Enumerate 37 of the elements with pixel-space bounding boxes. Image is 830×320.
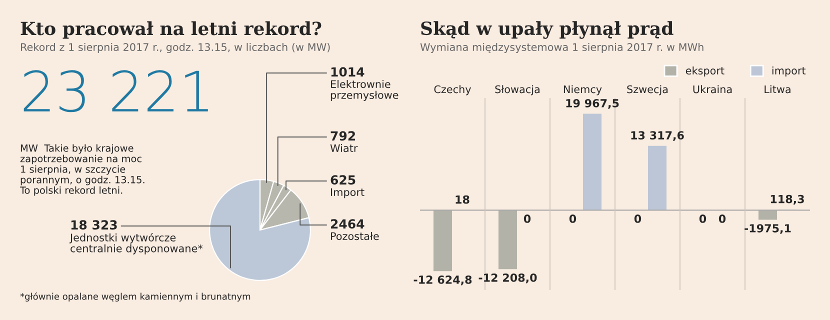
data-label: 625 xyxy=(330,175,356,185)
slice-label: Jednostki wytwórcze centralnie dysponowane* xyxy=(69,233,203,254)
slice-label: Elektrownie przemysłowe xyxy=(330,80,398,101)
data-label: 1014 xyxy=(331,67,364,77)
data-label: 19 967,5 xyxy=(566,99,619,109)
slice-label: Import xyxy=(331,188,364,198)
text: MW Takie było krajowe zapotrzebowanie na moc 1 sierpnia, w szczycie porannym, o godz. 13.15. To polski rekord letni. xyxy=(20,144,144,196)
data-label: 0 xyxy=(524,214,531,223)
data-label: 18 xyxy=(456,195,470,204)
text: 23 221 xyxy=(24,70,208,112)
data-label: 2464 xyxy=(330,219,364,229)
chart-subtitle: Rekord z 1 sierpnia 2017 r., godz. 13.15, w liczbach (w MW) xyxy=(21,42,330,54)
data-label: 13 317,6 xyxy=(631,131,684,141)
chart-title: Skąd w upały płynął prąd xyxy=(421,21,674,39)
slice-label: Wiatr xyxy=(330,144,358,152)
text: *głównie opalane węglem kamiennym i brunatnym xyxy=(20,292,250,302)
chart-title: Kto pracował na letni rekord? xyxy=(20,21,322,39)
data-label: -12 208,0 xyxy=(478,273,537,284)
slice-label: Pozostałe xyxy=(331,232,379,240)
legend-label: import xyxy=(772,66,806,77)
x-tick-label: Niemcy xyxy=(564,85,602,96)
data-label: -1975,1 xyxy=(744,224,791,234)
x-tick-label: Czechy xyxy=(434,85,472,96)
x-tick-label: Litwa xyxy=(764,85,790,94)
x-tick-label: Ukraina xyxy=(693,85,732,94)
data-label: 0 xyxy=(634,214,642,223)
chart-subtitle: Wymiana międzysystemowa 1 sierpnia 2017 r. w MWh xyxy=(420,42,704,54)
data-label: 18 323 xyxy=(71,220,117,230)
x-tick-label: Słowacja xyxy=(495,85,540,96)
data-label: -12 624,8 xyxy=(414,275,472,286)
data-label: 792 xyxy=(330,131,356,141)
data-label: 118,3 xyxy=(770,194,804,205)
data-label: 0 xyxy=(718,214,726,223)
data-label: 0 xyxy=(699,214,706,223)
legend-label: eksport xyxy=(686,66,724,77)
x-tick-label: Szwecja xyxy=(627,85,668,96)
data-label: 0 xyxy=(569,214,576,223)
